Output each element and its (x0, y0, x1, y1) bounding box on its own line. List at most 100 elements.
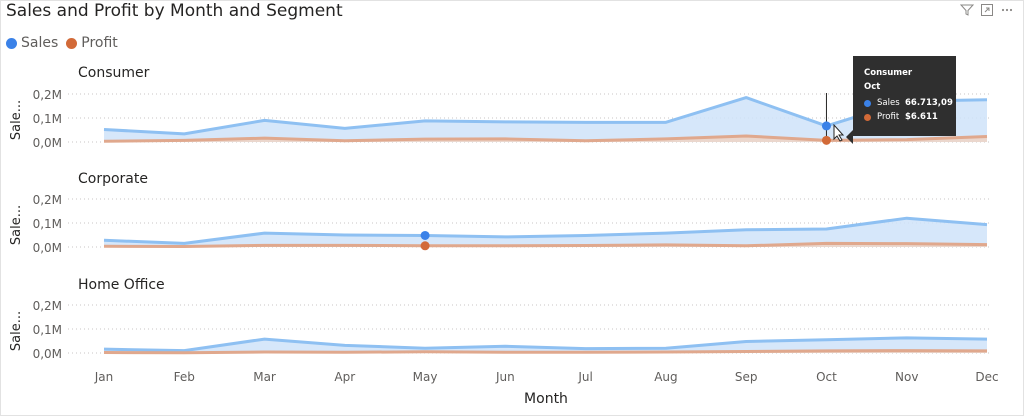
filter-icon[interactable] (959, 2, 975, 16)
y-tick-label: 0,1M (33, 323, 62, 337)
y-tick-label: 0,2M (33, 193, 62, 207)
profit-point (584, 244, 588, 248)
profit-point (343, 243, 347, 247)
profit-line-1 (103, 241, 988, 249)
y-tick-label: 0,0M (33, 241, 62, 255)
sales-point (343, 343, 347, 347)
tooltip-label: Sales (877, 98, 900, 108)
sales-line-2 (103, 336, 988, 353)
profit-point (584, 350, 588, 354)
sales-line-0 (103, 96, 988, 136)
focus-mode-icon[interactable] (980, 2, 994, 16)
legend-label: Sales (21, 35, 59, 51)
sales-point (664, 231, 668, 235)
x-tick-label: Apr (334, 370, 355, 384)
profit-point (263, 350, 267, 354)
y-axis-title: Sale... (9, 100, 24, 140)
x-tick-label: Jul (577, 370, 592, 384)
x-tick-label: Jun (495, 370, 515, 384)
sales-line-1 (103, 216, 988, 245)
tooltip-value: $6.611 (905, 112, 938, 122)
sales-point (503, 120, 507, 124)
profit-point (744, 134, 748, 138)
sales-point (985, 98, 989, 102)
tooltip-row-sales: Sales 66.713,09 (864, 98, 954, 108)
y-tick-label: 0,2M (33, 299, 62, 313)
x-tick-label: Dec (975, 370, 998, 384)
y-tick-label: 0,1M (33, 112, 62, 126)
sales-point (263, 231, 267, 235)
tooltip-marker-profit (864, 113, 871, 121)
profit-point (664, 137, 668, 141)
profit-point (664, 243, 668, 247)
highlight-point-sales (420, 230, 430, 240)
visual-header-toolbar (959, 2, 1014, 16)
legend-marker-sales (6, 37, 17, 49)
x-tick-label: Oct (816, 370, 837, 384)
sales-point (263, 118, 267, 122)
sales-point (503, 235, 507, 239)
x-tick-label: Sep (735, 370, 758, 384)
x-tick-label: Feb (174, 370, 195, 384)
legend-item-sales[interactable]: Sales (6, 35, 58, 51)
sales-point (584, 233, 588, 237)
profit-point (102, 244, 106, 248)
sales-point (503, 344, 507, 348)
profit-point (905, 138, 909, 142)
profit-point (102, 351, 106, 355)
sales-point (824, 227, 828, 231)
sales-point (824, 338, 828, 342)
x-axis-title: Month (524, 391, 568, 407)
legend-item-profit[interactable]: Profit (66, 35, 118, 51)
profit-point (182, 138, 186, 142)
sales-point (423, 119, 427, 123)
profit-point (985, 349, 989, 353)
y-tick-label: 0,1M (33, 217, 62, 231)
legend-marker-profit (66, 37, 78, 49)
profit-point (503, 137, 507, 141)
tooltip-value: 66.713,09 (905, 98, 953, 108)
y-tick-label: 0,2M (33, 88, 62, 102)
profit-point (744, 350, 748, 354)
sales-point (985, 337, 989, 341)
panel-title-home-office: Home Office (78, 277, 165, 293)
profit-point (182, 351, 186, 355)
profit-point (985, 134, 989, 138)
chart-title: Sales and Profit by Month and Segment (6, 1, 343, 21)
profit-point (905, 242, 909, 246)
profit-point (343, 350, 347, 354)
sales-point (182, 132, 186, 136)
sales-point (584, 120, 588, 124)
profit-point (102, 139, 106, 143)
sales-point (664, 120, 668, 124)
y-tick-label: 0,0M (33, 136, 62, 150)
sales-area-1 (104, 218, 987, 247)
profit-point (985, 243, 989, 247)
tooltip-label: Profit (877, 112, 900, 122)
sales-point (423, 346, 427, 350)
profit-point (584, 139, 588, 143)
y-tick-label: 0,0M (33, 347, 62, 361)
more-options-icon[interactable] (1000, 2, 1014, 16)
sales-point (263, 337, 267, 341)
x-tick-label: Nov (895, 370, 918, 384)
profit-point (905, 349, 909, 353)
sales-point (744, 228, 748, 232)
tooltip-marker-sales (864, 99, 871, 107)
tooltip-segment: Consumer (864, 68, 913, 78)
highlight-point-profit (420, 241, 430, 251)
profit-point (824, 241, 828, 245)
sales-point (905, 216, 909, 220)
sales-point (744, 339, 748, 343)
sales-point (102, 238, 106, 242)
sales-point (102, 128, 106, 132)
tooltip-row-profit: Profit $6.611 (864, 112, 954, 122)
profit-point (744, 244, 748, 248)
sales-point (343, 233, 347, 237)
x-tick-label: Mar (253, 370, 276, 384)
highlight-point-profit (821, 135, 831, 145)
y-axis-title: Sale... (9, 311, 24, 351)
sales-point (584, 347, 588, 351)
profit-point (263, 243, 267, 247)
